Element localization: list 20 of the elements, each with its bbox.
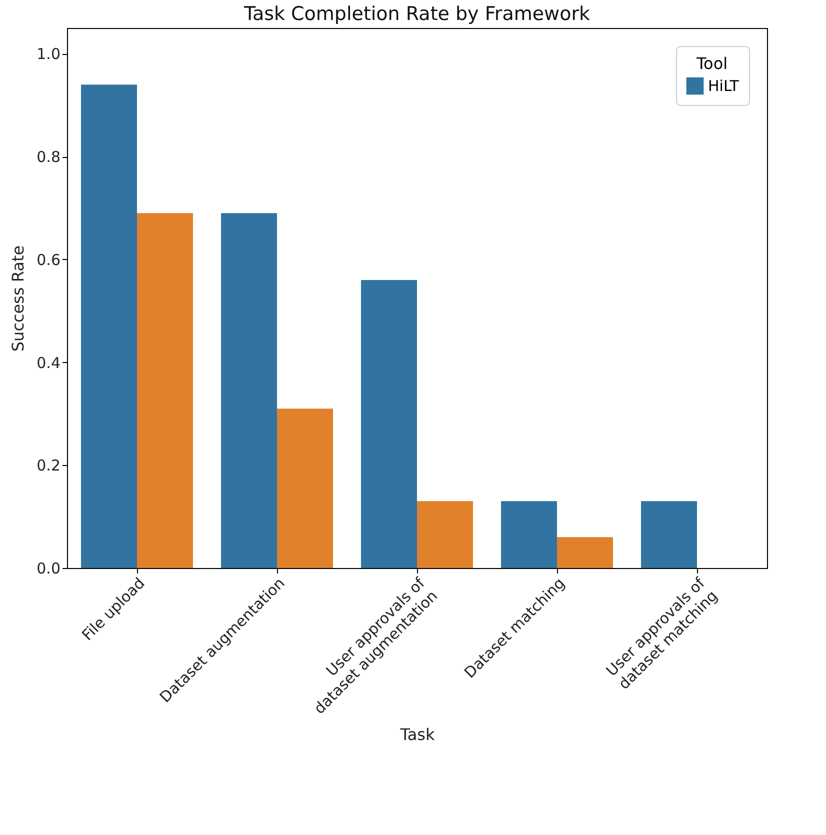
y-tick-label: 0.4	[36, 354, 60, 372]
bar	[417, 501, 473, 568]
bar	[501, 501, 557, 568]
legend-label: HiLT	[708, 77, 740, 95]
chart-title: Task Completion Rate by Framework	[242, 3, 590, 25]
bar	[361, 280, 417, 568]
y-tick-label: 1.0	[36, 45, 60, 64]
y-tick-label: 0.6	[36, 250, 60, 269]
bar	[641, 501, 697, 568]
bar	[81, 84, 137, 568]
y-axis-title: Success Rate	[8, 245, 28, 352]
y-tick-label: 0.0	[36, 560, 60, 578]
y-tick-label: 0.2	[36, 456, 60, 475]
bar	[137, 213, 193, 568]
bar	[277, 408, 333, 568]
bar	[221, 213, 277, 568]
bar	[557, 537, 613, 568]
x-axis-title: Task	[399, 724, 436, 744]
y-tick-label: 0.8	[36, 148, 60, 166]
legend-title: Tool	[695, 54, 728, 73]
